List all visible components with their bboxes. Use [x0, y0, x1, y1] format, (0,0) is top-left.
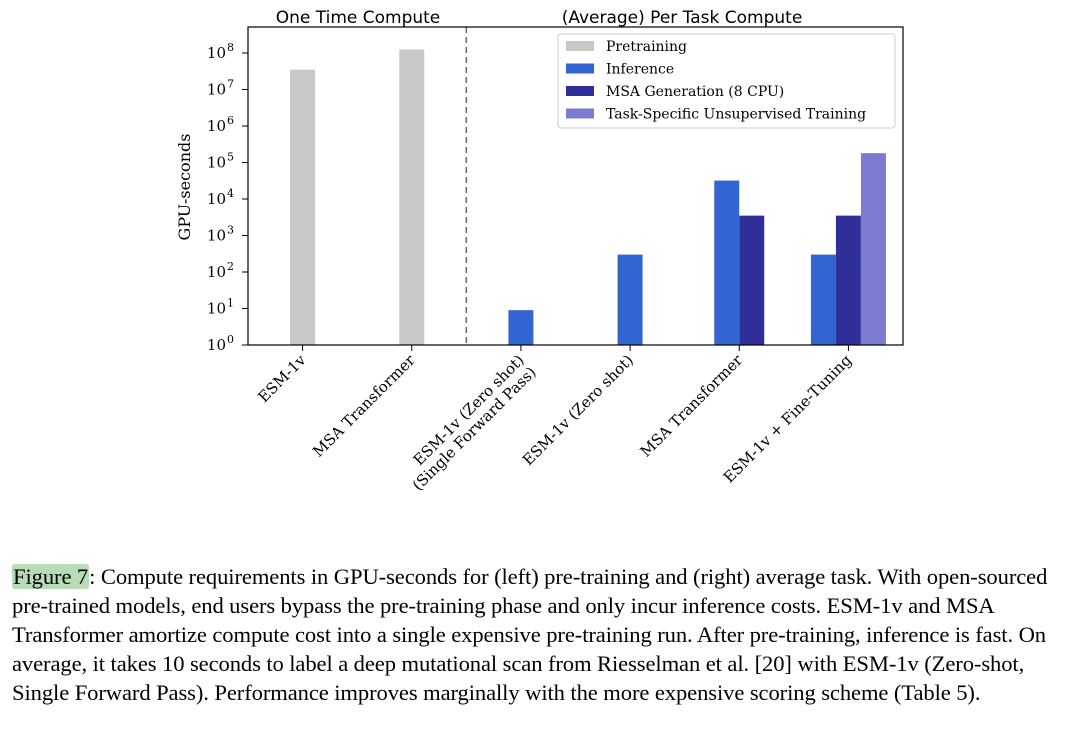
x-tick-label-line: ESM-1v: [254, 351, 309, 406]
y-tick-exponent: 2: [227, 260, 234, 273]
section-title-right: (Average) Per Task Compute: [562, 8, 803, 28]
y-tick-label: 10: [207, 190, 226, 208]
y-axis-label: GPU-seconds: [175, 134, 194, 241]
bar: [860, 153, 886, 345]
y-tick-label: 10: [207, 263, 226, 281]
legend-swatch: [566, 63, 594, 74]
x-tick-label: ESM-1v (Zero shot): [519, 351, 637, 469]
bar: [617, 254, 643, 345]
legend-label: Pretraining: [606, 39, 687, 55]
legend-label: Task-Specific Unsupervised Training: [606, 107, 866, 123]
y-tick-label: 10: [207, 81, 226, 99]
legend-swatch: [566, 41, 594, 51]
bars: [290, 49, 886, 346]
bar: [399, 49, 425, 346]
x-tick-label: MSA Transformer: [637, 351, 747, 461]
figure-caption: Figure 7: Compute requirements in GPU-se…: [12, 562, 1074, 707]
legend-label: MSA Generation (8 CPU): [606, 84, 784, 100]
legend: Pretraining Inference MSA Generation (8 CP…: [557, 33, 896, 129]
y-tick-exponent: 8: [227, 41, 234, 54]
compute-bar-chart: One Time Compute (Average) Per Task Comp…: [175, 8, 904, 494]
plot-frame: [247, 26, 904, 346]
legend-label: Inference: [606, 62, 674, 78]
legend-box: [557, 33, 896, 129]
y-tick-label: 10: [207, 336, 226, 354]
bar: [739, 215, 765, 345]
x-tick-label-line: MSA Transformer: [309, 351, 419, 461]
bar: [508, 310, 534, 345]
y-tick-exponent: 3: [227, 224, 234, 237]
x-tick-label-line: ESM-1v + Fine-Tuning: [720, 351, 856, 487]
y-tick-label: 10: [207, 227, 226, 245]
y-tick-label: 10: [207, 300, 226, 318]
y-tick-exponent: 1: [227, 297, 234, 310]
y-tick-exponent: 4: [227, 187, 234, 200]
caption-text: : Compute requirements in GPU-seconds fo…: [12, 564, 1048, 705]
figure-label: Figure 7: [12, 564, 90, 589]
x-tick-label: ESM-1v + Fine-Tuning: [720, 351, 856, 487]
x-tick-label: ESM-1v (Zero shot)(Single Forward Pass): [409, 351, 540, 494]
bar: [835, 215, 861, 345]
x-tick-label: MSA Transformer: [309, 351, 419, 461]
bar: [810, 254, 836, 345]
section-title-left: One Time Compute: [276, 8, 441, 28]
bar: [714, 180, 740, 345]
section-titles: One Time Compute (Average) Per Task Comp…: [276, 8, 803, 28]
bar: [290, 69, 316, 346]
y-tick-exponent: 6: [227, 114, 234, 127]
x-tick-label: ESM-1v: [254, 351, 309, 406]
x-tick-label-line: ESM-1v (Zero shot): [410, 351, 528, 469]
x-tick-label-line: MSA Transformer: [637, 351, 747, 461]
y-tick-label: 10: [207, 117, 226, 135]
y-tick-exponent: 0: [227, 333, 234, 346]
y-tick-label: 10: [207, 44, 226, 62]
y-tick-exponent: 5: [227, 151, 234, 164]
x-tick-label-line: (Single Forward Pass): [409, 363, 540, 494]
legend-swatch: [566, 86, 594, 96]
legend-swatch: [566, 108, 594, 119]
x-tick-label-line: ESM-1v (Zero shot): [519, 351, 637, 469]
y-tick-exponent: 7: [227, 78, 234, 91]
y-tick-label: 10: [207, 154, 226, 172]
